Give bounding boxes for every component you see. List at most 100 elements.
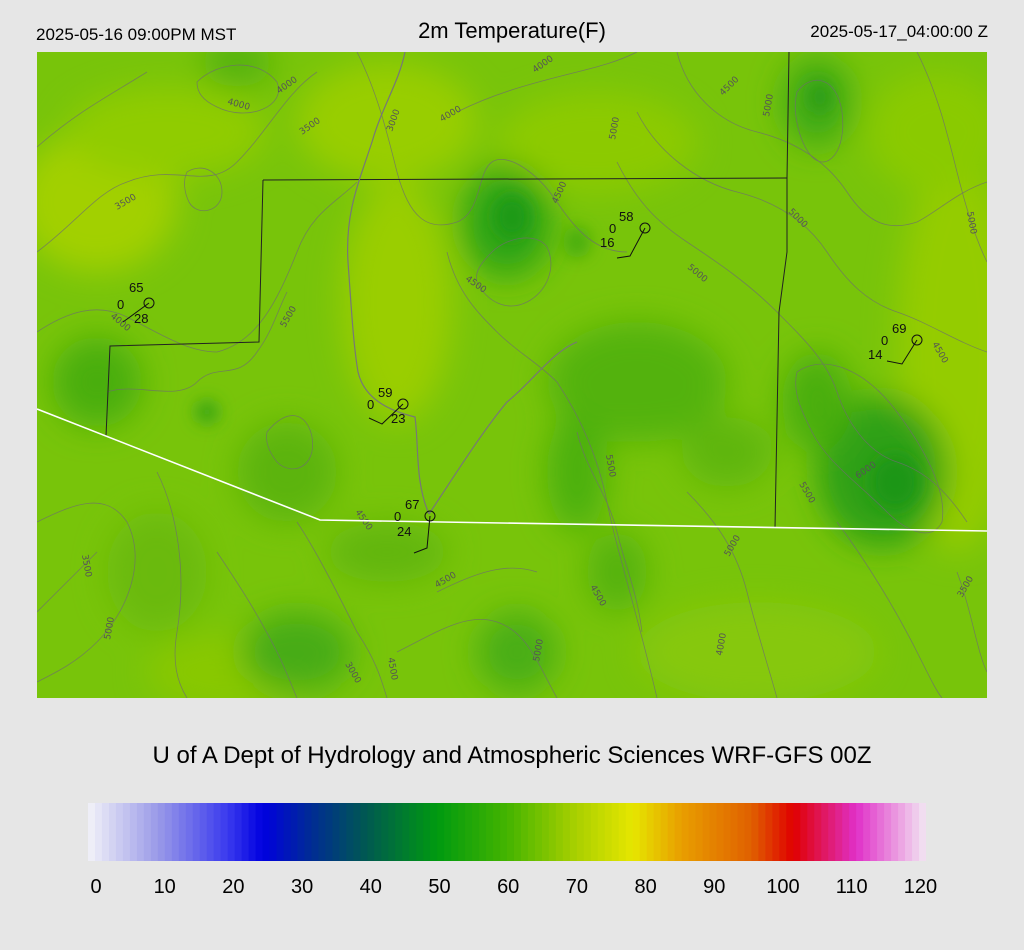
- colorbar-cell: [625, 803, 634, 861]
- colorbar-cell: [353, 803, 361, 861]
- colorbar-cell: [898, 803, 906, 861]
- colorbar-cell: [332, 803, 340, 861]
- contour-label: 5500: [603, 454, 617, 479]
- station-value-left: 0: [881, 333, 888, 348]
- colorbar-cell: [632, 803, 641, 861]
- colorbar-cell: [178, 803, 187, 861]
- station-temperature: 59: [378, 385, 392, 400]
- colorbar-cell: [597, 803, 606, 861]
- colorbar-cell: [562, 803, 571, 861]
- colorbar-cell: [402, 803, 410, 861]
- station-value-bottom: 16: [600, 235, 614, 250]
- colorbar-cell: [227, 803, 236, 861]
- colorbar-cell: [437, 803, 445, 861]
- colorbar-cell: [660, 803, 669, 861]
- colorbar-cell: [346, 803, 354, 861]
- colorbar-cell: [548, 803, 557, 861]
- colorbar-tick-label: 30: [290, 876, 314, 898]
- colorbar-cell: [88, 803, 96, 861]
- colorbar-cell: [863, 803, 871, 861]
- colorbar-cell: [269, 803, 278, 861]
- colorbar-cell: [220, 803, 229, 861]
- local-time-label: 2025-05-16 09:00PM MST: [36, 25, 237, 44]
- colorbar-cell: [143, 803, 152, 861]
- colorbar-cell: [723, 803, 732, 861]
- station-south[interactable]: 67 024: [394, 497, 436, 554]
- station-center[interactable]: 59 0 23: [367, 385, 409, 426]
- colorbar-cell: [129, 803, 138, 861]
- colorbar-cell: [388, 803, 396, 861]
- wind-barb-icon: [413, 515, 431, 554]
- colorbar-cell: [451, 803, 459, 861]
- colorbar-cell: [255, 803, 264, 861]
- colorbar-cell: [297, 803, 306, 861]
- colorbar-cell: [94, 803, 103, 861]
- county-boundaries: [105, 52, 790, 529]
- colorbar-cell: [821, 803, 829, 861]
- colorbar-tick-label: 0: [90, 876, 102, 898]
- colorbar-cell: [164, 803, 173, 861]
- contour-label: 5000: [964, 211, 978, 236]
- colorbar-cell: [262, 803, 271, 861]
- colorbar-cell: [814, 803, 822, 861]
- colorbar-cell: [500, 803, 508, 861]
- colorbar-cell: [430, 803, 438, 861]
- colorbar-cell: [800, 803, 808, 861]
- colorbar-cell: [283, 803, 292, 861]
- colorbar-cell: [276, 803, 285, 861]
- credit-label: U of A Dept of Hydrology and Atmospheric…: [152, 742, 872, 769]
- colorbar-cell: [807, 803, 815, 861]
- elevation-contours: [37, 52, 987, 698]
- station-value-left: 0: [367, 397, 374, 412]
- colorbar-cell: [122, 803, 131, 861]
- colorbar-cell: [870, 803, 878, 861]
- colorbar-cell: [695, 803, 704, 861]
- contour-label: 3500: [79, 554, 93, 579]
- station-east[interactable]: 69 014: [868, 321, 923, 365]
- colorbar-cell: [716, 803, 725, 861]
- colorbar-tick-label: 80: [634, 876, 657, 898]
- colorbar-tick-label: 100: [766, 876, 800, 898]
- temperature-field-detail: [195, 81, 920, 510]
- station-circle-icon: [143, 297, 155, 309]
- colorbar-cell: [416, 803, 424, 861]
- colorbar-cell: [213, 803, 222, 861]
- colorbar-cell: [513, 803, 522, 861]
- colorbar-cell: [374, 803, 382, 861]
- temperature-map[interactable]: 4000 4000 4000 3000 3500 3500 4000 4500 5000 5000…: [37, 52, 987, 698]
- colorbar-cell: [688, 803, 697, 861]
- colorbar-cell: [646, 803, 655, 861]
- colorbar-cell: [381, 803, 389, 861]
- colorbar-cell: [472, 803, 480, 861]
- colorbar-cell: [136, 803, 145, 861]
- colorbar-cell: [248, 803, 257, 861]
- colorbar-cell: [583, 803, 592, 861]
- colorbar-cell: [709, 803, 718, 861]
- colorbar-tick-label: 50: [428, 876, 451, 898]
- colorbar-cell: [192, 803, 201, 861]
- contour-label: 5000: [532, 638, 546, 663]
- station-circle-icon: [639, 222, 651, 234]
- wind-barb-icon: [886, 339, 918, 365]
- colorbar-cell: [115, 803, 124, 861]
- colorbar-cell: [325, 803, 334, 861]
- colorbar-tick-label: 120: [903, 876, 938, 898]
- station-temperature: 65: [129, 280, 143, 295]
- colorbar-cell: [681, 803, 690, 861]
- station-value-bottom: 24: [397, 524, 411, 539]
- station-west[interactable]: 65 0 28: [117, 280, 155, 326]
- colorbar-cell: [199, 803, 208, 861]
- colorbar-cell: [919, 803, 926, 861]
- station-temperature: 67: [405, 497, 419, 512]
- colorbar-cell: [590, 803, 599, 861]
- colorbar-cell: [493, 803, 501, 861]
- colorbar-cell: [849, 803, 857, 861]
- contour-label: 4500: [385, 657, 399, 682]
- contour-label: 5000: [103, 616, 117, 641]
- colorbar-tick-label: 10: [153, 876, 176, 898]
- wind-barb-icon: [616, 227, 646, 259]
- colorbar-cell: [779, 803, 787, 861]
- station-circle-icon: [911, 334, 923, 346]
- colorbar-tick-label: 40: [359, 876, 382, 898]
